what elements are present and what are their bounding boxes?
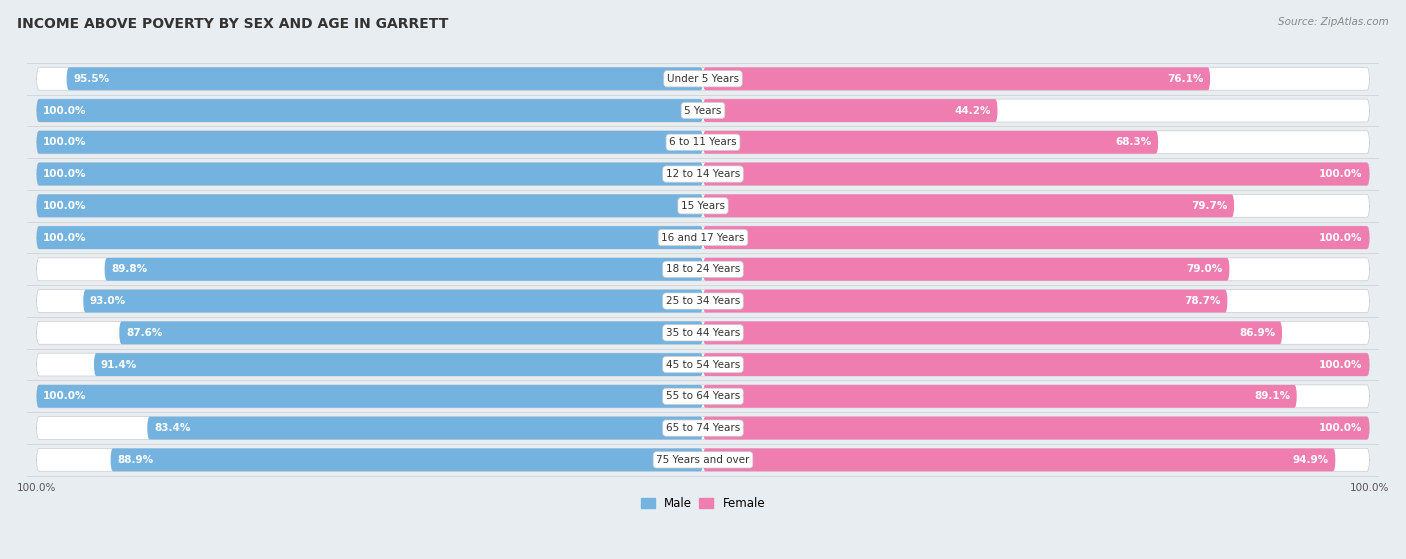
FancyBboxPatch shape xyxy=(83,290,703,312)
Text: 79.0%: 79.0% xyxy=(1187,264,1223,274)
Text: 75 Years and over: 75 Years and over xyxy=(657,455,749,465)
FancyBboxPatch shape xyxy=(37,385,703,408)
FancyBboxPatch shape xyxy=(120,321,703,344)
Text: 88.9%: 88.9% xyxy=(117,455,153,465)
Text: 100.0%: 100.0% xyxy=(44,233,87,243)
Text: 91.4%: 91.4% xyxy=(101,359,136,369)
Text: 100.0%: 100.0% xyxy=(44,391,87,401)
Text: 100.0%: 100.0% xyxy=(1319,423,1362,433)
Text: 78.7%: 78.7% xyxy=(1184,296,1220,306)
Text: 12 to 14 Years: 12 to 14 Years xyxy=(666,169,740,179)
FancyBboxPatch shape xyxy=(703,131,1159,154)
FancyBboxPatch shape xyxy=(104,258,703,281)
Text: 65 to 74 Years: 65 to 74 Years xyxy=(666,423,740,433)
Text: 86.9%: 86.9% xyxy=(1239,328,1275,338)
Text: 95.5%: 95.5% xyxy=(73,74,110,84)
FancyBboxPatch shape xyxy=(37,131,1369,154)
Text: 68.3%: 68.3% xyxy=(1115,138,1152,147)
Text: 89.1%: 89.1% xyxy=(1254,391,1291,401)
FancyBboxPatch shape xyxy=(703,416,1369,439)
FancyBboxPatch shape xyxy=(37,290,1369,312)
FancyBboxPatch shape xyxy=(703,290,1227,312)
Text: 94.9%: 94.9% xyxy=(1292,455,1329,465)
Text: Under 5 Years: Under 5 Years xyxy=(666,74,740,84)
Text: 100.0%: 100.0% xyxy=(44,201,87,211)
Text: 87.6%: 87.6% xyxy=(127,328,162,338)
Text: 100.0%: 100.0% xyxy=(1319,169,1362,179)
FancyBboxPatch shape xyxy=(148,416,703,439)
FancyBboxPatch shape xyxy=(703,385,1296,408)
Text: 100.0%: 100.0% xyxy=(44,106,87,116)
Text: 18 to 24 Years: 18 to 24 Years xyxy=(666,264,740,274)
Text: 5 Years: 5 Years xyxy=(685,106,721,116)
FancyBboxPatch shape xyxy=(37,195,1369,217)
Text: 44.2%: 44.2% xyxy=(955,106,991,116)
FancyBboxPatch shape xyxy=(37,416,1369,439)
Text: 35 to 44 Years: 35 to 44 Years xyxy=(666,328,740,338)
FancyBboxPatch shape xyxy=(703,353,1369,376)
FancyBboxPatch shape xyxy=(703,321,1282,344)
FancyBboxPatch shape xyxy=(37,226,703,249)
FancyBboxPatch shape xyxy=(703,226,1369,249)
Text: 93.0%: 93.0% xyxy=(90,296,127,306)
Text: 76.1%: 76.1% xyxy=(1167,74,1204,84)
FancyBboxPatch shape xyxy=(37,131,703,154)
FancyBboxPatch shape xyxy=(37,163,1369,186)
Legend: Male, Female: Male, Female xyxy=(636,492,770,515)
FancyBboxPatch shape xyxy=(37,448,1369,471)
FancyBboxPatch shape xyxy=(37,67,1369,90)
FancyBboxPatch shape xyxy=(111,448,703,471)
FancyBboxPatch shape xyxy=(703,448,1336,471)
FancyBboxPatch shape xyxy=(703,67,1211,90)
Text: 100.0%: 100.0% xyxy=(44,169,87,179)
Text: 6 to 11 Years: 6 to 11 Years xyxy=(669,138,737,147)
Text: 100.0%: 100.0% xyxy=(44,138,87,147)
FancyBboxPatch shape xyxy=(37,99,1369,122)
FancyBboxPatch shape xyxy=(703,258,1229,281)
Text: 100.0%: 100.0% xyxy=(1319,233,1362,243)
FancyBboxPatch shape xyxy=(37,353,1369,376)
Text: 15 Years: 15 Years xyxy=(681,201,725,211)
Text: 16 and 17 Years: 16 and 17 Years xyxy=(661,233,745,243)
FancyBboxPatch shape xyxy=(37,163,703,186)
Text: Source: ZipAtlas.com: Source: ZipAtlas.com xyxy=(1278,17,1389,27)
FancyBboxPatch shape xyxy=(703,163,1369,186)
FancyBboxPatch shape xyxy=(37,258,1369,281)
FancyBboxPatch shape xyxy=(703,99,997,122)
FancyBboxPatch shape xyxy=(37,195,703,217)
Text: 83.4%: 83.4% xyxy=(153,423,190,433)
FancyBboxPatch shape xyxy=(37,385,1369,408)
FancyBboxPatch shape xyxy=(703,195,1234,217)
Text: 100.0%: 100.0% xyxy=(1319,359,1362,369)
Text: 79.7%: 79.7% xyxy=(1191,201,1227,211)
FancyBboxPatch shape xyxy=(37,321,1369,344)
FancyBboxPatch shape xyxy=(37,99,703,122)
FancyBboxPatch shape xyxy=(66,67,703,90)
FancyBboxPatch shape xyxy=(37,226,1369,249)
FancyBboxPatch shape xyxy=(94,353,703,376)
Text: 55 to 64 Years: 55 to 64 Years xyxy=(666,391,740,401)
Text: 25 to 34 Years: 25 to 34 Years xyxy=(666,296,740,306)
Text: 89.8%: 89.8% xyxy=(111,264,148,274)
Text: 45 to 54 Years: 45 to 54 Years xyxy=(666,359,740,369)
Text: INCOME ABOVE POVERTY BY SEX AND AGE IN GARRETT: INCOME ABOVE POVERTY BY SEX AND AGE IN G… xyxy=(17,17,449,31)
